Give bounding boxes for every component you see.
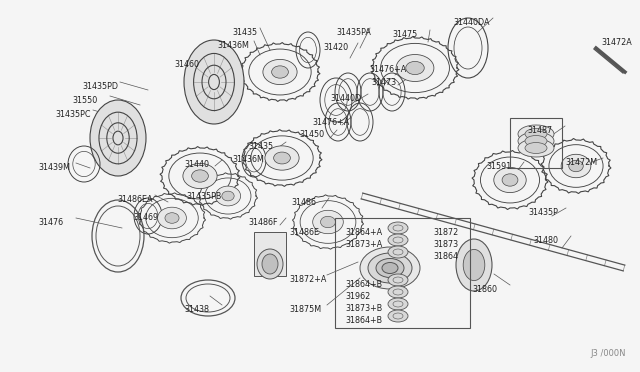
Ellipse shape xyxy=(382,263,398,273)
Ellipse shape xyxy=(157,207,186,229)
Ellipse shape xyxy=(265,146,299,170)
Text: 31864+B: 31864+B xyxy=(345,280,382,289)
Ellipse shape xyxy=(388,298,408,310)
Text: 31435PA: 31435PA xyxy=(336,28,371,37)
Text: 31550: 31550 xyxy=(72,96,97,105)
Ellipse shape xyxy=(388,310,408,322)
Text: 31450: 31450 xyxy=(299,130,324,139)
Text: 31962: 31962 xyxy=(345,292,371,301)
Text: 31440D: 31440D xyxy=(330,94,361,103)
Text: 31435PC: 31435PC xyxy=(55,110,90,119)
Text: 31873+A: 31873+A xyxy=(345,240,382,249)
Text: 31486EA: 31486EA xyxy=(117,195,152,204)
Text: 31476+A: 31476+A xyxy=(369,65,406,74)
Text: 31476: 31476 xyxy=(38,218,63,227)
Ellipse shape xyxy=(388,234,408,246)
Text: J3 /000N: J3 /000N xyxy=(590,349,625,358)
Ellipse shape xyxy=(321,216,335,228)
Text: 31440: 31440 xyxy=(184,160,209,169)
Ellipse shape xyxy=(388,274,408,286)
Ellipse shape xyxy=(165,213,179,223)
Text: 31420: 31420 xyxy=(323,43,348,52)
Text: 31435P: 31435P xyxy=(528,208,558,217)
Text: 31486: 31486 xyxy=(291,198,316,207)
Text: 31436M: 31436M xyxy=(217,41,249,50)
Text: 31486F: 31486F xyxy=(248,218,278,227)
Text: 31872: 31872 xyxy=(433,228,458,237)
Ellipse shape xyxy=(360,247,420,289)
Text: 31864+B: 31864+B xyxy=(345,316,382,325)
Text: 31438: 31438 xyxy=(184,305,209,314)
Text: 31472M: 31472M xyxy=(565,158,597,167)
Text: 31476+A: 31476+A xyxy=(312,118,349,127)
Ellipse shape xyxy=(396,55,434,81)
Text: 31873: 31873 xyxy=(433,240,458,249)
Text: 31873+B: 31873+B xyxy=(345,304,382,313)
Text: 31436M: 31436M xyxy=(232,155,264,164)
Text: 31435PD: 31435PD xyxy=(82,82,118,91)
Text: 31435: 31435 xyxy=(232,28,257,37)
Text: 31469: 31469 xyxy=(133,213,158,222)
Text: 31460: 31460 xyxy=(174,60,199,69)
Text: 31864: 31864 xyxy=(433,252,458,261)
Ellipse shape xyxy=(90,100,146,176)
Text: 31875M: 31875M xyxy=(289,305,321,314)
Text: 31473: 31473 xyxy=(371,78,396,87)
Ellipse shape xyxy=(262,254,278,274)
Text: 31872+A: 31872+A xyxy=(289,275,326,284)
Ellipse shape xyxy=(184,40,244,124)
Text: 31480: 31480 xyxy=(533,236,558,245)
Ellipse shape xyxy=(388,286,408,298)
Ellipse shape xyxy=(368,253,412,283)
Text: 31475: 31475 xyxy=(392,30,417,39)
Ellipse shape xyxy=(313,210,343,234)
Text: 31472A: 31472A xyxy=(601,38,632,47)
Ellipse shape xyxy=(216,186,241,206)
Ellipse shape xyxy=(263,60,297,84)
Ellipse shape xyxy=(463,249,485,280)
Ellipse shape xyxy=(518,125,554,143)
Text: 31439M: 31439M xyxy=(38,163,70,172)
Text: 31864+A: 31864+A xyxy=(345,228,382,237)
Bar xyxy=(254,232,286,276)
Ellipse shape xyxy=(191,170,209,182)
Text: 31440DA: 31440DA xyxy=(453,18,490,27)
Text: 31486E: 31486E xyxy=(289,228,319,237)
Text: 31435: 31435 xyxy=(248,142,273,151)
Text: 31487: 31487 xyxy=(527,126,552,135)
Ellipse shape xyxy=(525,142,547,154)
Ellipse shape xyxy=(561,154,591,178)
Text: 31435PB: 31435PB xyxy=(186,192,221,201)
Ellipse shape xyxy=(525,135,547,147)
Ellipse shape xyxy=(406,61,424,75)
Ellipse shape xyxy=(525,128,547,140)
Ellipse shape xyxy=(569,160,583,172)
Ellipse shape xyxy=(274,152,291,164)
Ellipse shape xyxy=(518,132,554,150)
Ellipse shape xyxy=(502,174,518,186)
Ellipse shape xyxy=(388,246,408,258)
Text: 31591: 31591 xyxy=(486,162,511,171)
Ellipse shape xyxy=(183,163,217,189)
Bar xyxy=(335,218,470,328)
Bar xyxy=(510,118,562,168)
Ellipse shape xyxy=(388,222,408,234)
Ellipse shape xyxy=(494,167,526,193)
Ellipse shape xyxy=(222,191,234,201)
Text: 31860: 31860 xyxy=(472,285,497,294)
Ellipse shape xyxy=(456,239,492,291)
Ellipse shape xyxy=(257,249,283,279)
Ellipse shape xyxy=(376,259,404,278)
Ellipse shape xyxy=(271,66,289,78)
Ellipse shape xyxy=(518,139,554,157)
